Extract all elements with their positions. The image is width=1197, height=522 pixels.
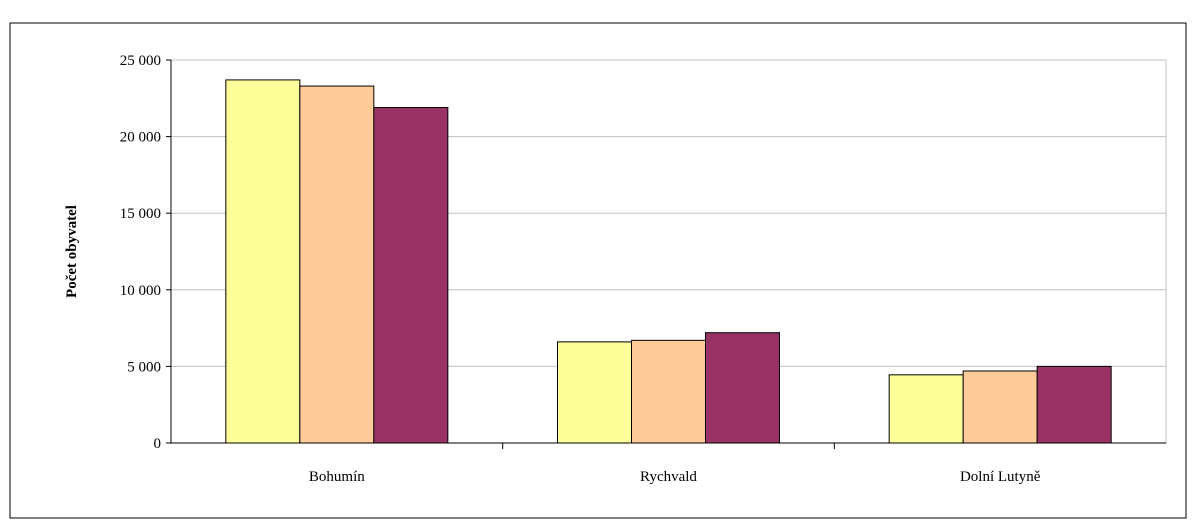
y-tick-label: 0 [154,436,162,452]
bar [1036,365,1112,444]
bar [373,106,449,444]
y-tick-label: 15 000 [120,206,161,222]
bars [225,79,1112,444]
bar [225,79,301,444]
y-axis-label: Počet obyvatel [64,205,80,298]
x-category-label: Dolní Lutyně [960,469,1041,485]
labels: 0 5 000 10 000 15 000 20 000 25 000 Bohumín Ryc… [64,53,1041,485]
bar [631,339,706,444]
bar [962,370,1038,444]
bar [888,374,964,444]
axes [166,59,1166,449]
y-tick-label: 5 000 [127,359,161,375]
x-category-label: Rychvald [640,469,697,485]
chart-area-border [9,22,1187,519]
x-category-label: Bohumín [309,469,365,485]
y-tick-label: 20 000 [120,130,161,146]
bar [705,332,780,444]
bar [557,341,632,444]
y-tick-label: 10 000 [120,283,161,299]
bar [299,85,375,444]
y-tick-label: 25 000 [120,53,161,69]
